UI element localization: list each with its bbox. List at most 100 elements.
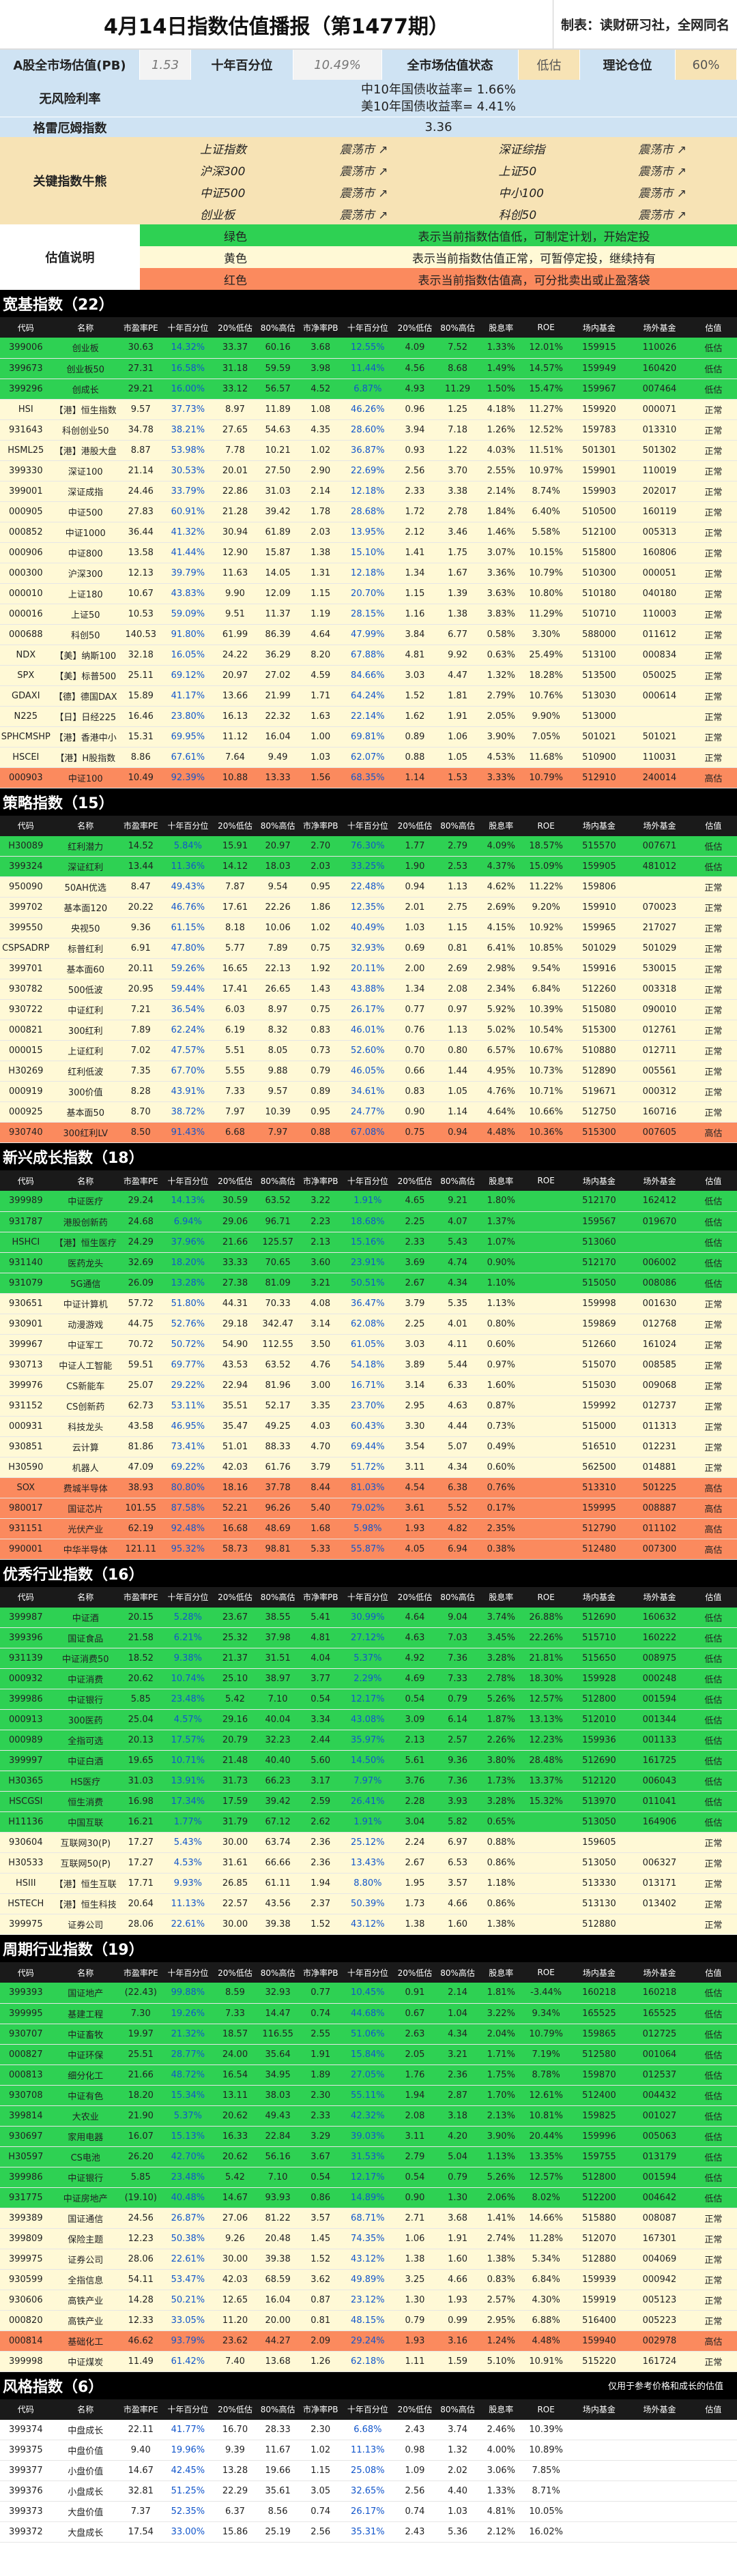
table-cell: 正常 bbox=[689, 876, 737, 898]
table-cell: 515880 bbox=[568, 2208, 630, 2229]
table-cell: 正常 bbox=[689, 1893, 737, 1914]
table-cell: CS新能车 bbox=[51, 1375, 119, 1396]
table-cell: 33.79% bbox=[162, 481, 214, 502]
index-table: 代码 名称 市盈率PE 十年百分位 20%低估 80%高估 市净率PB 十年百分位 20%低估 8… bbox=[0, 2399, 737, 2543]
table-cell: 51.80% bbox=[162, 1293, 214, 1314]
table-cell: 7.64 bbox=[214, 747, 257, 768]
table-cell: 7.52 bbox=[436, 338, 479, 359]
table-cell: 0.75 bbox=[299, 938, 343, 959]
table-cell: 2.79 bbox=[436, 835, 479, 857]
table-cell: 26.65 bbox=[256, 979, 300, 1000]
table-cell: 2.79% bbox=[478, 685, 523, 707]
table-cell: 恒生消费 bbox=[51, 1791, 119, 1812]
table-cell: 019670 bbox=[629, 1211, 690, 1232]
table-cell bbox=[689, 2460, 737, 2481]
column-header: 估值 bbox=[689, 2399, 737, 2420]
table-cell: 正常 bbox=[689, 917, 737, 938]
table-cell: 1.05 bbox=[436, 747, 479, 768]
table-cell: 49.89% bbox=[342, 2269, 394, 2290]
table-cell: 正常 bbox=[689, 1334, 737, 1355]
table-cell: 6.37 bbox=[214, 2501, 257, 2522]
table-cell: 10.81% bbox=[523, 2105, 569, 2127]
table-cell: 3.22 bbox=[299, 1191, 343, 1212]
table-cell: 21.14 bbox=[119, 460, 162, 482]
table-cell: 正常 bbox=[689, 2269, 737, 2290]
table-cell: 24.22 bbox=[214, 645, 257, 666]
table-cell: 41.44% bbox=[162, 542, 214, 563]
table-cell: 1.56 bbox=[299, 767, 343, 788]
table-cell: 正常 bbox=[689, 501, 737, 522]
table-cell: 59.51 bbox=[119, 1354, 162, 1376]
table-cell: 8.86 bbox=[119, 747, 162, 768]
table-cell: 61.11 bbox=[256, 1873, 300, 1894]
table-row: 930782 500低波 20.95 59.44% 17.41 26.65 1.43 43.8… bbox=[0, 979, 737, 1000]
table-cell: 35.31% bbox=[342, 2521, 394, 2543]
table-cell: 217027 bbox=[629, 917, 690, 938]
table-cell: 高估 bbox=[689, 1539, 737, 1560]
table-cell: 低估 bbox=[689, 1627, 737, 1648]
table-cell: 67.70% bbox=[162, 1061, 214, 1082]
table-cell: 12.18% bbox=[342, 481, 394, 502]
column-header: 20%低估 bbox=[214, 2399, 257, 2420]
table-cell: 4.93 bbox=[393, 379, 437, 400]
table-cell: 31.03 bbox=[256, 481, 300, 502]
table-cell bbox=[568, 2481, 630, 2502]
table-cell: 0.54 bbox=[393, 2167, 437, 2188]
table-cell: H30533 bbox=[0, 1852, 52, 1874]
table-cell: 6.97 bbox=[436, 1832, 479, 1853]
table-cell: 0.77 bbox=[299, 1983, 343, 2004]
table-cell: 2.23 bbox=[299, 1211, 343, 1232]
table-cell: 27.50 bbox=[256, 460, 300, 482]
table-cell: 69.44% bbox=[342, 1436, 394, 1457]
table-cell: 2.53 bbox=[436, 856, 479, 877]
table-cell: 基本面50 bbox=[51, 1101, 119, 1123]
table-cell: 3.28% bbox=[478, 1648, 523, 1669]
table-cell: 3.29 bbox=[299, 2126, 343, 2147]
table-cell: 2.00 bbox=[393, 958, 437, 979]
table-cell: 6.03 bbox=[214, 999, 257, 1020]
table-cell: 47.99% bbox=[342, 624, 394, 645]
table-cell: 低估 bbox=[689, 1668, 737, 1689]
table-cell: 0.86% bbox=[478, 1852, 523, 1874]
table-cell: 6.91 bbox=[119, 938, 162, 959]
table-cell: 5.37% bbox=[162, 2105, 214, 2127]
table-row: 000015 上证红利 7.02 47.57% 5.51 8.05 0.73 52.60% 0.… bbox=[0, 1040, 737, 1061]
table-cell: 513310 bbox=[568, 1477, 630, 1498]
table-cell: 69.22% bbox=[162, 1457, 214, 1478]
column-header: 估值 bbox=[689, 815, 737, 836]
table-row: HSHCI 【港】恒生医疗 24.29 37.96% 21.66 125.57 2.13 15… bbox=[0, 1232, 737, 1253]
table-cell: 000071 bbox=[629, 399, 690, 420]
table-cell: 399702 bbox=[0, 897, 52, 918]
table-cell: 26.41% bbox=[342, 1791, 394, 1812]
column-header: 名称 bbox=[51, 1962, 119, 1983]
table-cell: 27.02 bbox=[256, 665, 300, 686]
table-cell: 159949 bbox=[568, 358, 630, 379]
table-cell: 高估 bbox=[689, 1518, 737, 1539]
column-header: 代码 bbox=[0, 815, 52, 836]
table-cell: 2.44 bbox=[299, 1730, 343, 1751]
table-cell: 43.91% bbox=[162, 1081, 214, 1102]
table-cell: 0.87 bbox=[299, 2290, 343, 2311]
table-cell: 3.60 bbox=[299, 1252, 343, 1273]
table-cell: 正常 bbox=[689, 2310, 737, 2331]
table-cell: 931139 bbox=[0, 1648, 52, 1669]
table-cell: 000903 bbox=[0, 767, 52, 788]
table-cell: 正常 bbox=[689, 2351, 737, 2372]
table-cell: 512070 bbox=[568, 2228, 630, 2249]
table-cell: 4.05 bbox=[393, 1539, 437, 1560]
table-cell: 9.20% bbox=[523, 897, 569, 918]
table-cell: 1.26 bbox=[299, 2351, 343, 2372]
table-row: 000989 全指可选 20.13 17.57% 20.79 32.23 2.44 35.97… bbox=[0, 1730, 737, 1751]
table-cell: 512690 bbox=[568, 1607, 630, 1628]
table-cell: 930708 bbox=[0, 2085, 52, 2106]
table-cell: 000834 bbox=[629, 645, 690, 666]
table-row: 930713 中证人工智能 59.51 69.77% 43.53 63.52 4.76 54.… bbox=[0, 1354, 737, 1376]
bull-index-state: 震荡市 ↗ bbox=[638, 186, 687, 201]
table-cell: 99.88% bbox=[162, 1983, 214, 2004]
table-cell: 4.00% bbox=[478, 2440, 523, 2461]
table-cell: 6.53 bbox=[436, 1852, 479, 1874]
table-row: 930606 高铁产业 14.28 50.21% 12.65 16.04 0.87 23.12… bbox=[0, 2290, 737, 2311]
table-row: 399701 基本面60 20.11 59.26% 16.65 22.13 1.92 20.1… bbox=[0, 958, 737, 979]
column-header: 代码 bbox=[0, 1962, 52, 1983]
table-cell: 中证军工 bbox=[51, 1334, 119, 1355]
